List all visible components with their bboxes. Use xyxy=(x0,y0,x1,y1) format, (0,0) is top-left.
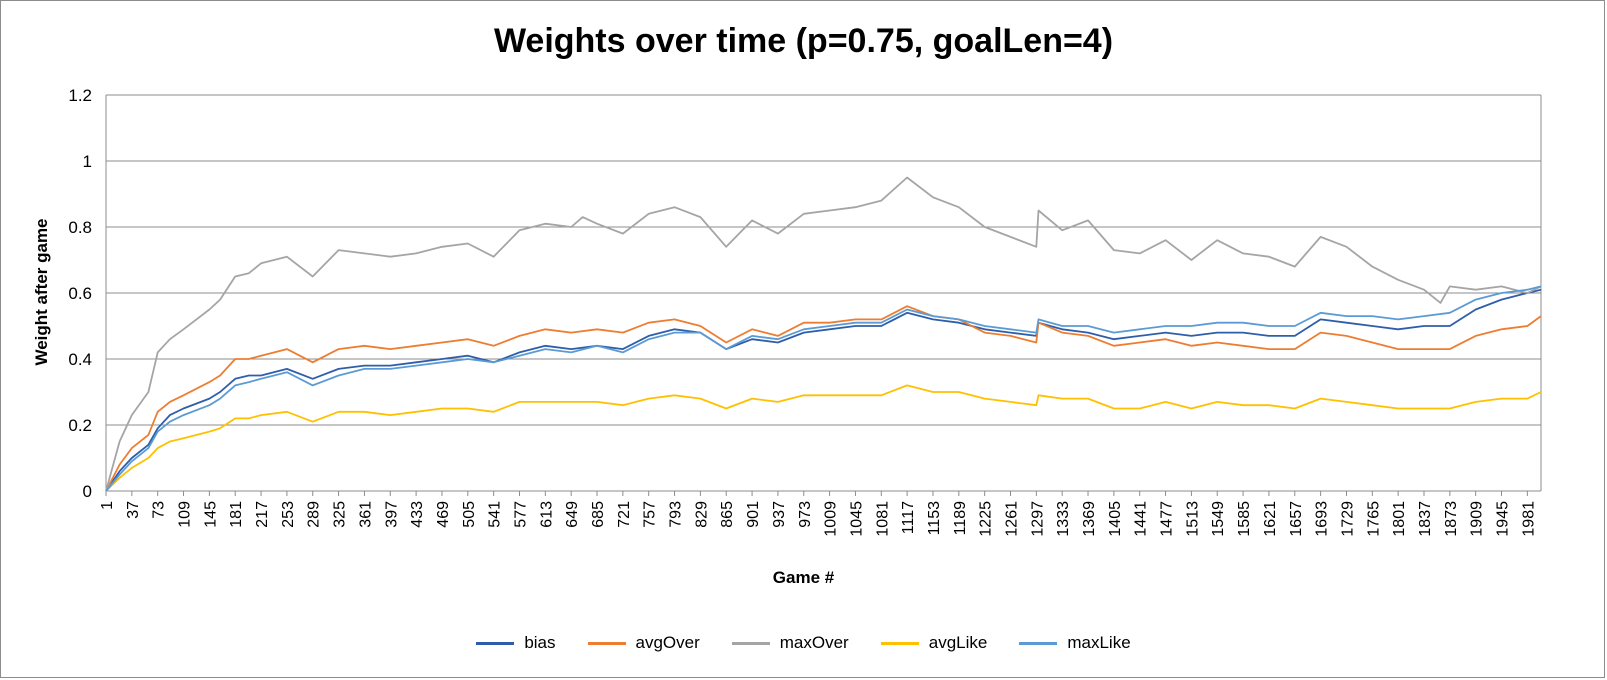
legend-item-avgLike: avgLike xyxy=(880,633,988,653)
x-tick-label: 1585 xyxy=(1236,501,1253,537)
x-tick-label: 1801 xyxy=(1391,501,1408,537)
x-tick-label: 1225 xyxy=(978,501,995,537)
x-tick-label: 325 xyxy=(332,501,349,528)
x-tick-label: 1945 xyxy=(1495,501,1512,537)
x-tick-label: 1 xyxy=(99,501,116,510)
legend-label: avgOver xyxy=(635,633,700,652)
x-tick-label: 1909 xyxy=(1469,501,1486,537)
x-tick-label: 1765 xyxy=(1365,501,1382,537)
legend: bias avgOver maxOver avgLike maxLike xyxy=(0,633,1607,653)
x-tick-label: 1261 xyxy=(1004,501,1021,537)
x-tick-label: 1513 xyxy=(1184,501,1201,537)
legend-swatch xyxy=(731,641,770,645)
legend-item-bias: bias xyxy=(476,633,556,653)
series-line-maxOver xyxy=(105,176,1542,492)
x-tick-label: 577 xyxy=(512,501,529,528)
x-tick-label: 793 xyxy=(668,501,685,528)
x-tick-label: 721 xyxy=(616,501,633,528)
x-tick-label: 1693 xyxy=(1314,501,1331,537)
legend-swatch xyxy=(476,641,515,645)
y-axis-label: Weight after game xyxy=(32,218,51,366)
series-lines xyxy=(105,176,1542,492)
x-tick-label: 1081 xyxy=(874,501,891,537)
x-tick-label: 1657 xyxy=(1288,501,1305,537)
x-tick-label: 865 xyxy=(719,501,736,528)
legend-label: maxLike xyxy=(1067,633,1131,652)
x-tick-label: 901 xyxy=(745,501,762,528)
x-tick-label: 613 xyxy=(538,501,555,528)
x-tick-label: 1369 xyxy=(1081,501,1098,537)
x-tick-label: 685 xyxy=(590,501,607,528)
x-tick-label: 505 xyxy=(461,501,478,528)
legend-label: maxOver xyxy=(779,633,849,652)
y-tick-labels: 0 0.2 0.4 0.6 0.8 1 1.2 xyxy=(68,86,92,501)
x-tick-label: 1153 xyxy=(926,501,943,536)
x-tick-label: 109 xyxy=(177,501,194,528)
legend-item-avgOver: avgOver xyxy=(587,633,700,653)
chart-title: Weights over time (p=0.75, goalLen=4) xyxy=(493,22,1114,60)
x-tick-label: 289 xyxy=(306,501,323,528)
y-tick-label: 0.4 xyxy=(68,350,92,369)
x-tick-label: 1117 xyxy=(900,501,917,534)
x-tick-label: 1333 xyxy=(1055,501,1072,537)
series-line-maxLike xyxy=(105,285,1542,492)
legend-label: bias xyxy=(524,633,556,652)
x-tick-label: 1009 xyxy=(823,501,840,537)
x-tick-label: 73 xyxy=(151,501,168,519)
x-tick-labels: 1 37 73 109 145 181 217 253 289 325 361 397 433 469 50… xyxy=(99,501,1537,537)
legend-item-maxOver: maxOver xyxy=(731,633,849,653)
y-tick-label: 1.2 xyxy=(68,86,92,105)
x-tick-label: 1405 xyxy=(1107,501,1124,537)
x-tick-label: 829 xyxy=(693,501,710,528)
x-tick-label: 469 xyxy=(435,501,452,528)
x-tick-label: 1477 xyxy=(1159,501,1176,537)
x-tick-label: 1189 xyxy=(952,501,969,536)
x-tick-label: 1837 xyxy=(1417,501,1434,537)
y-tick-label: 0 xyxy=(83,482,92,501)
x-tick-label: 433 xyxy=(409,501,426,528)
x-tick-label: 145 xyxy=(202,501,219,528)
y-tick-label: 0.2 xyxy=(68,416,92,435)
x-tick-label: 217 xyxy=(254,501,271,528)
legend-swatch xyxy=(880,641,919,645)
x-tick-label: 973 xyxy=(797,501,814,528)
legend-swatch xyxy=(1019,641,1058,645)
x-axis-label: Game # xyxy=(772,568,835,587)
series-line-avgLike xyxy=(105,384,1542,492)
x-tick-label: 1045 xyxy=(848,501,865,537)
legend-label: avgLike xyxy=(928,633,988,652)
x-tick-label: 1549 xyxy=(1210,501,1227,537)
x-tick-label: 649 xyxy=(564,501,581,528)
grid-lines xyxy=(105,94,1542,496)
x-tick-label: 937 xyxy=(771,501,788,528)
x-tick-label: 757 xyxy=(642,501,659,528)
x-tick-label: 361 xyxy=(357,501,374,528)
x-tick-label: 1297 xyxy=(1029,501,1046,537)
legend-item-maxLike: maxLike xyxy=(1019,633,1131,653)
series-line-avgOver xyxy=(105,305,1542,492)
x-tick-label: 181 xyxy=(228,501,245,528)
y-tick-label: 0.6 xyxy=(68,284,92,303)
x-tick-label: 1621 xyxy=(1262,501,1279,537)
y-tick-label: 0.8 xyxy=(68,218,92,237)
x-tick-label: 541 xyxy=(487,501,504,528)
y-tick-label: 1 xyxy=(83,152,92,171)
x-tick-label: 253 xyxy=(280,501,297,528)
x-tick-label: 1981 xyxy=(1520,501,1537,537)
legend-swatch xyxy=(587,641,626,645)
x-tick-label: 1729 xyxy=(1339,501,1356,537)
series-line-bias xyxy=(105,288,1542,492)
x-tick-label: 397 xyxy=(383,501,400,528)
x-tick-label: 1873 xyxy=(1443,501,1460,537)
x-tick-label: 1441 xyxy=(1133,501,1150,537)
x-tick-label: 37 xyxy=(125,501,142,519)
